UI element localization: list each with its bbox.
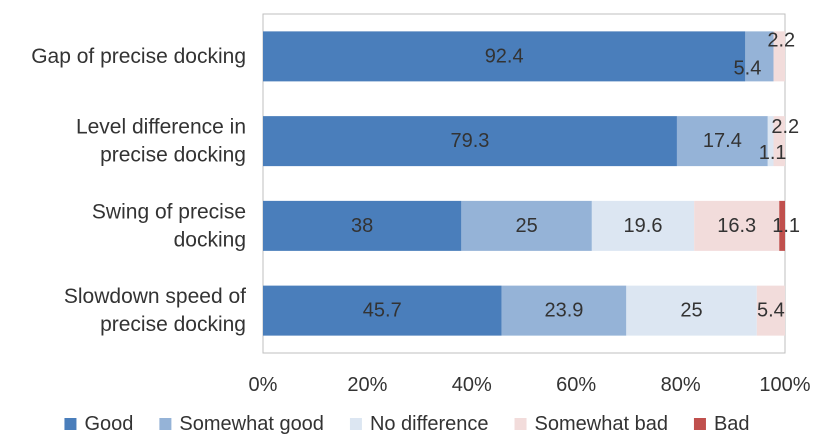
data-label: 1.1 (772, 215, 800, 237)
category-label: Gap of precise docking (31, 45, 246, 68)
data-label: 2.2 (771, 116, 799, 138)
legend-label: Somewhat good (179, 413, 324, 435)
data-labels: 92.45.42.279.3 17.41.12.238 25 19.6 16.3 1.14… (351, 29, 800, 321)
x-tick-label: 100% (759, 374, 810, 396)
bar-segment (773, 116, 785, 167)
bar-segment (263, 116, 677, 167)
legend-label: No difference (370, 413, 489, 435)
legend-swatch (693, 418, 706, 430)
plot-border (262, 13, 786, 354)
x-tick-label: 0% (249, 374, 278, 396)
bar-segment (263, 200, 462, 251)
bar-segment (591, 200, 695, 251)
data-label: 17.4 (703, 130, 742, 152)
bar-segment (779, 200, 785, 251)
legend-swatch (64, 418, 77, 430)
x-tick-label: 40% (452, 374, 492, 396)
data-label: 2.2 (767, 29, 795, 51)
bar-segment (773, 31, 785, 82)
category-label: Swing of precise docking (92, 200, 246, 251)
data-label: 5.4 (734, 57, 762, 79)
bars (263, 31, 785, 336)
data-label: 38 (351, 215, 373, 237)
data-label: 1.1 (759, 142, 787, 164)
legend-swatch (349, 418, 362, 430)
data-label: 92.4 (485, 45, 524, 67)
data-label: 16.3 (717, 215, 756, 237)
legend-label: Bad (714, 413, 750, 435)
bar-segment (263, 285, 502, 336)
bar-segment (694, 200, 780, 251)
category-label: Slowdown speed of precise docking (64, 285, 246, 336)
x-tick-label: 80% (661, 374, 701, 396)
data-label: 19.6 (624, 215, 663, 237)
legend-swatch (159, 418, 172, 430)
bar-segment (626, 285, 757, 336)
data-label: 25 (680, 300, 702, 322)
data-label: 45.7 (363, 300, 402, 322)
legend-label: Somewhat bad (535, 413, 668, 435)
data-label: 23.9 (544, 300, 583, 322)
bar-segment (676, 116, 768, 167)
bar-segment (263, 31, 746, 82)
legend-swatch (514, 418, 527, 430)
data-label: 25 (515, 215, 537, 237)
category-labels: Gap of precise docking Level difference i… (31, 45, 246, 336)
legend: Good Somewhat good No difference Somewhat b… (64, 413, 750, 435)
plot-frame (262, 13, 786, 354)
bar-segment (756, 285, 785, 336)
bar-segment (461, 200, 592, 251)
category-label: Level difference in precise docking (76, 116, 246, 167)
data-label: 5.4 (757, 300, 785, 322)
bar-segment (501, 285, 627, 336)
x-axis-ticks: 0% 20% 40% 60% 80% 100% (249, 374, 811, 396)
x-tick-label: 20% (347, 374, 387, 396)
data-label: 79.3 (451, 130, 490, 152)
x-tick-label: 60% (556, 374, 596, 396)
legend-label: Good (84, 413, 133, 435)
bar-segment (767, 116, 774, 167)
bar-segment (745, 31, 774, 82)
